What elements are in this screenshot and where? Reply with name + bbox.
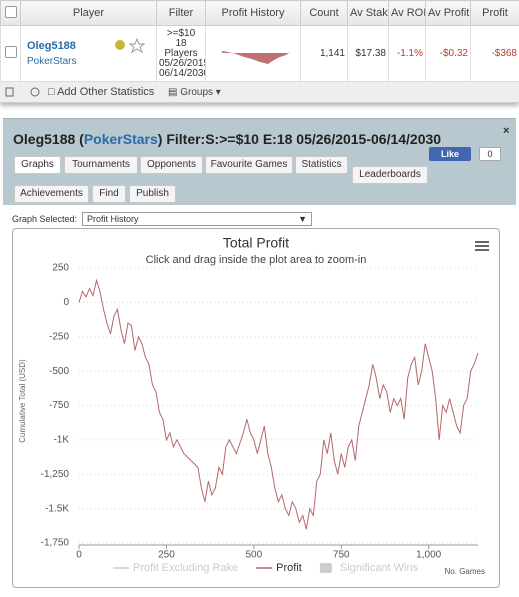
filter-cell: >=$10 18 Players 05/26/2015 06/14/2030 (156, 25, 206, 82)
tab[interactable]: Leaderboards (352, 166, 428, 184)
panel-title: Oleg5188 (PokerStars) Filter:S:>=$10 E:1… (13, 131, 442, 147)
toolbar: □ Add Other Statistics ▤ Groups ▾ (0, 82, 519, 103)
profit: -$368 (470, 25, 519, 82)
data-row: Oleg5188 PokerStars >=$10 18 Players 05/… (0, 25, 519, 82)
filter-line: 05/26/2015 (159, 57, 206, 69)
y-tick-label: -500 (49, 366, 69, 377)
legend-item[interactable]: Profit (256, 562, 302, 574)
player-name[interactable]: Oleg5188 (27, 40, 76, 52)
y-tick-label: -750 (49, 400, 69, 411)
add-stats-label[interactable]: Add Other Statistics (57, 86, 155, 98)
toolbar-icons[interactable] (5, 86, 45, 98)
player-site[interactable]: PokerStars (27, 56, 77, 67)
chart: Total Profit Click and drag inside the p… (18, 235, 489, 576)
player-panel: Oleg5188 (PokerStars) Filter:S:>=$10 E:1… (3, 118, 516, 205)
graph-label: Graph Selected: (12, 214, 78, 224)
legend-item[interactable]: Profit Excluding Rake (113, 562, 238, 574)
av-stake: $17.38 (347, 25, 389, 82)
icons[interactable] (113, 38, 147, 54)
like-count: 0 (479, 147, 501, 161)
tab[interactable]: Opponents (140, 156, 203, 174)
groups-label[interactable]: Groups (180, 87, 214, 98)
like-button[interactable]: Like (429, 147, 471, 161)
tab[interactable]: Find (92, 185, 126, 203)
header[interactable]: Av ROI (388, 0, 426, 26)
y-axis-label: Cumulative Total (USD) (18, 359, 27, 443)
header[interactable]: Player (20, 0, 157, 26)
graph-select[interactable]: Profit History ▼ (82, 212, 312, 226)
filter-line: Players (164, 47, 198, 59)
legend-item[interactable]: Significant Wins (319, 562, 419, 574)
av-profit: -$0.32 (425, 25, 471, 82)
x-axis-label: No. Games (445, 567, 485, 576)
player-cell: Oleg5188 PokerStars (20, 25, 157, 82)
header[interactable]: Profit History (205, 0, 301, 26)
add-stats[interactable]: □ Add Other Statistics (48, 86, 155, 98)
y-tick-label: 250 (52, 263, 69, 274)
filter-line: 18 (175, 37, 187, 49)
x-tick-label: 750 (333, 550, 350, 561)
select-all[interactable] (0, 0, 21, 26)
tab[interactable]: Achievements (14, 185, 89, 203)
x-tick-label: 0 (76, 550, 82, 561)
tab[interactable]: Favourite Games (205, 156, 293, 174)
x-tick-label: 1,000 (416, 550, 441, 561)
header[interactable]: Filter (156, 0, 206, 26)
groups[interactable]: ▤ Groups ▾ (168, 87, 221, 98)
row-select[interactable] (0, 25, 21, 82)
header[interactable]: Profit (470, 0, 519, 26)
panel-player: Oleg5188 (13, 131, 76, 147)
chart-box: Total Profit Click and drag inside the p… (12, 228, 500, 588)
filter-line: 06/14/2030 (159, 67, 206, 79)
chart-subtitle: Click and drag inside the plot area to z… (146, 254, 367, 266)
header-row: Player Filter Profit History Count Av St… (0, 0, 519, 26)
count: 1,141 (300, 25, 348, 82)
y-tick-label: -1,250 (41, 469, 70, 480)
tab[interactable]: Tournaments (64, 156, 138, 174)
x-tick-label: 250 (158, 550, 175, 561)
close[interactable]: × (503, 125, 510, 137)
header[interactable]: Av Stake (347, 0, 389, 26)
legend-symbol (319, 563, 332, 573)
stats-table: Player Filter Profit History Count Av St… (0, 0, 519, 82)
y-tick-label: -1.5K (45, 503, 69, 514)
panel-site[interactable]: PokerStars (83, 131, 158, 147)
x-tick-label: 500 (246, 550, 263, 561)
legend-label: Profit Excluding Rake (133, 562, 238, 574)
graph-select-value[interactable]: Profit History (87, 214, 139, 224)
tab[interactable]: Publish (129, 185, 176, 203)
legend-label: Profit (276, 562, 302, 574)
sparkline (222, 51, 290, 64)
profit-line (78, 278, 479, 530)
y-tick-label: -250 (49, 331, 69, 342)
y-tick-label: -1K (53, 435, 69, 446)
sparkline-cell (205, 25, 301, 82)
filter-line: >=$10 (166, 27, 196, 39)
menu-button[interactable] (475, 241, 489, 251)
header[interactable]: Count (300, 0, 348, 26)
tab[interactable]: Statistics (295, 156, 348, 174)
y-tick-label: -1,750 (41, 538, 70, 549)
av-roi: -1.1% (388, 25, 426, 82)
header[interactable]: Av Profit (425, 0, 471, 26)
tab[interactable]: Graphs (14, 156, 61, 174)
y-tick-label: 0 (63, 297, 69, 308)
legend-label: Significant Wins (340, 562, 419, 574)
chart-title: Total Profit (223, 235, 289, 251)
panel-filter: Filter:S:>=$10 E:18 05/26/2015-06/14/203… (166, 131, 442, 147)
